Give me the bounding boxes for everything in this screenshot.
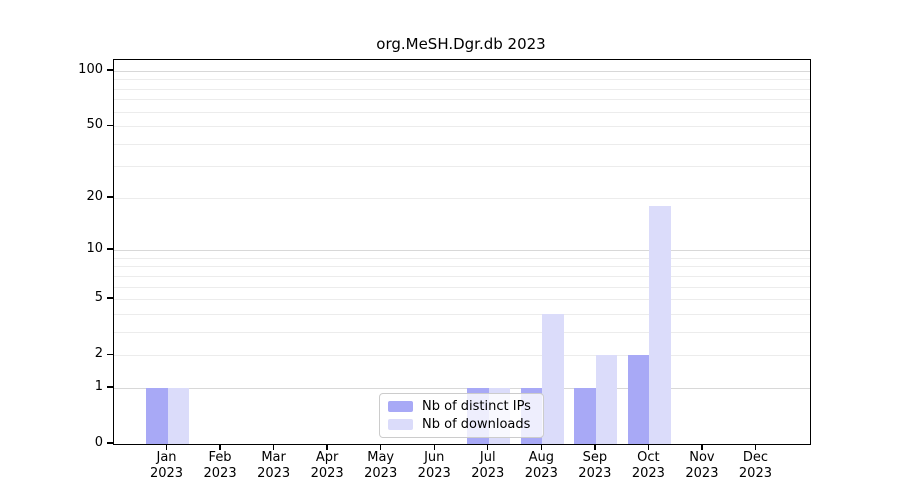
bar-downloads bbox=[542, 313, 564, 444]
gridline-minor bbox=[114, 197, 810, 199]
x-axis-label: Nov 2023 bbox=[685, 450, 719, 481]
x-axis-tick bbox=[540, 444, 542, 450]
y-axis-label: 100 bbox=[78, 62, 103, 77]
gridline-major bbox=[114, 71, 810, 72]
gridline-major bbox=[114, 250, 810, 252]
legend-swatch-distinct-ips bbox=[388, 401, 413, 413]
bar-distinct-ips bbox=[627, 355, 650, 444]
x-axis-label: May 2023 bbox=[364, 450, 398, 481]
legend-label-distinct-ips: Nb of distinct IPs bbox=[422, 399, 531, 415]
gridline-minor bbox=[114, 313, 810, 315]
gridline-minor bbox=[114, 88, 810, 90]
gridline-minor bbox=[114, 79, 810, 81]
legend-label-downloads: Nb of downloads bbox=[422, 416, 531, 432]
x-axis-label: Jul 2023 bbox=[471, 450, 505, 481]
gridline-minor bbox=[114, 266, 810, 268]
bar-downloads bbox=[167, 387, 189, 444]
x-axis-label: Jun 2023 bbox=[417, 450, 451, 481]
x-axis-tick bbox=[487, 444, 489, 450]
legend-item-downloads: Nb of downloads bbox=[388, 417, 535, 432]
x-axis-label: Dec 2023 bbox=[738, 450, 772, 481]
y-axis-label: 1 bbox=[94, 378, 103, 394]
y-axis-label: 50 bbox=[86, 117, 103, 133]
x-axis-label: Feb 2023 bbox=[203, 450, 237, 481]
bar-distinct-ips bbox=[146, 387, 168, 444]
y-axis-tick bbox=[107, 248, 113, 250]
y-axis-tick bbox=[107, 196, 113, 198]
chart-title: org.MeSH.Dgr.db 2023 bbox=[376, 35, 546, 53]
x-axis-label: Aug 2023 bbox=[524, 450, 558, 481]
gridline-minor bbox=[114, 331, 810, 333]
bar-distinct-ips bbox=[574, 387, 596, 444]
gridline-minor bbox=[114, 99, 810, 101]
gridline-minor bbox=[114, 143, 810, 145]
y-axis-tick bbox=[107, 297, 113, 299]
gridline-major bbox=[114, 387, 810, 389]
legend-swatch-downloads bbox=[388, 418, 413, 430]
gridline-minor bbox=[114, 286, 810, 288]
y-axis-label: 5 bbox=[94, 290, 103, 306]
legend-item-distinct-ips: Nb of distinct IPs bbox=[388, 399, 535, 414]
x-axis-tick bbox=[326, 444, 328, 450]
y-axis-tick bbox=[107, 353, 113, 355]
y-axis-tick bbox=[107, 442, 113, 444]
x-axis-tick bbox=[594, 444, 596, 450]
legend: Nb of distinct IPs Nb of downloads bbox=[379, 393, 544, 438]
y-axis-tick bbox=[107, 124, 113, 126]
x-axis-label: Apr 2023 bbox=[310, 450, 344, 481]
gridline-minor bbox=[114, 126, 810, 128]
x-axis-label: Jan 2023 bbox=[149, 450, 184, 481]
y-axis-label: 2 bbox=[94, 346, 103, 362]
plot-area: Nb of distinct IPs Nb of downloads bbox=[113, 59, 811, 445]
x-axis-tick bbox=[701, 444, 703, 450]
bar-downloads bbox=[649, 206, 671, 444]
y-axis-tick bbox=[107, 69, 113, 71]
x-axis-tick bbox=[754, 444, 757, 450]
gridline-minor bbox=[114, 275, 810, 277]
x-axis-tick bbox=[165, 444, 168, 450]
x-axis-label: Mar 2023 bbox=[257, 450, 291, 481]
gridline-minor bbox=[114, 166, 810, 168]
y-axis-label: 0 bbox=[94, 435, 103, 450]
y-axis-label: 10 bbox=[86, 241, 103, 257]
x-axis-tick bbox=[647, 444, 650, 450]
gridline-minor bbox=[114, 299, 810, 301]
bar-downloads bbox=[595, 355, 618, 444]
y-axis-label: 20 bbox=[86, 188, 103, 204]
x-axis-label: Sep 2023 bbox=[578, 450, 612, 481]
gridline-minor bbox=[114, 355, 810, 357]
x-axis-tick bbox=[219, 444, 221, 450]
x-axis-tick bbox=[272, 444, 275, 450]
gridline-minor bbox=[114, 257, 810, 259]
gridline-minor bbox=[114, 111, 810, 113]
x-axis-label: Oct 2023 bbox=[631, 450, 665, 481]
x-axis-tick bbox=[433, 444, 435, 450]
x-axis-tick bbox=[379, 444, 382, 450]
y-axis-tick bbox=[107, 386, 113, 388]
